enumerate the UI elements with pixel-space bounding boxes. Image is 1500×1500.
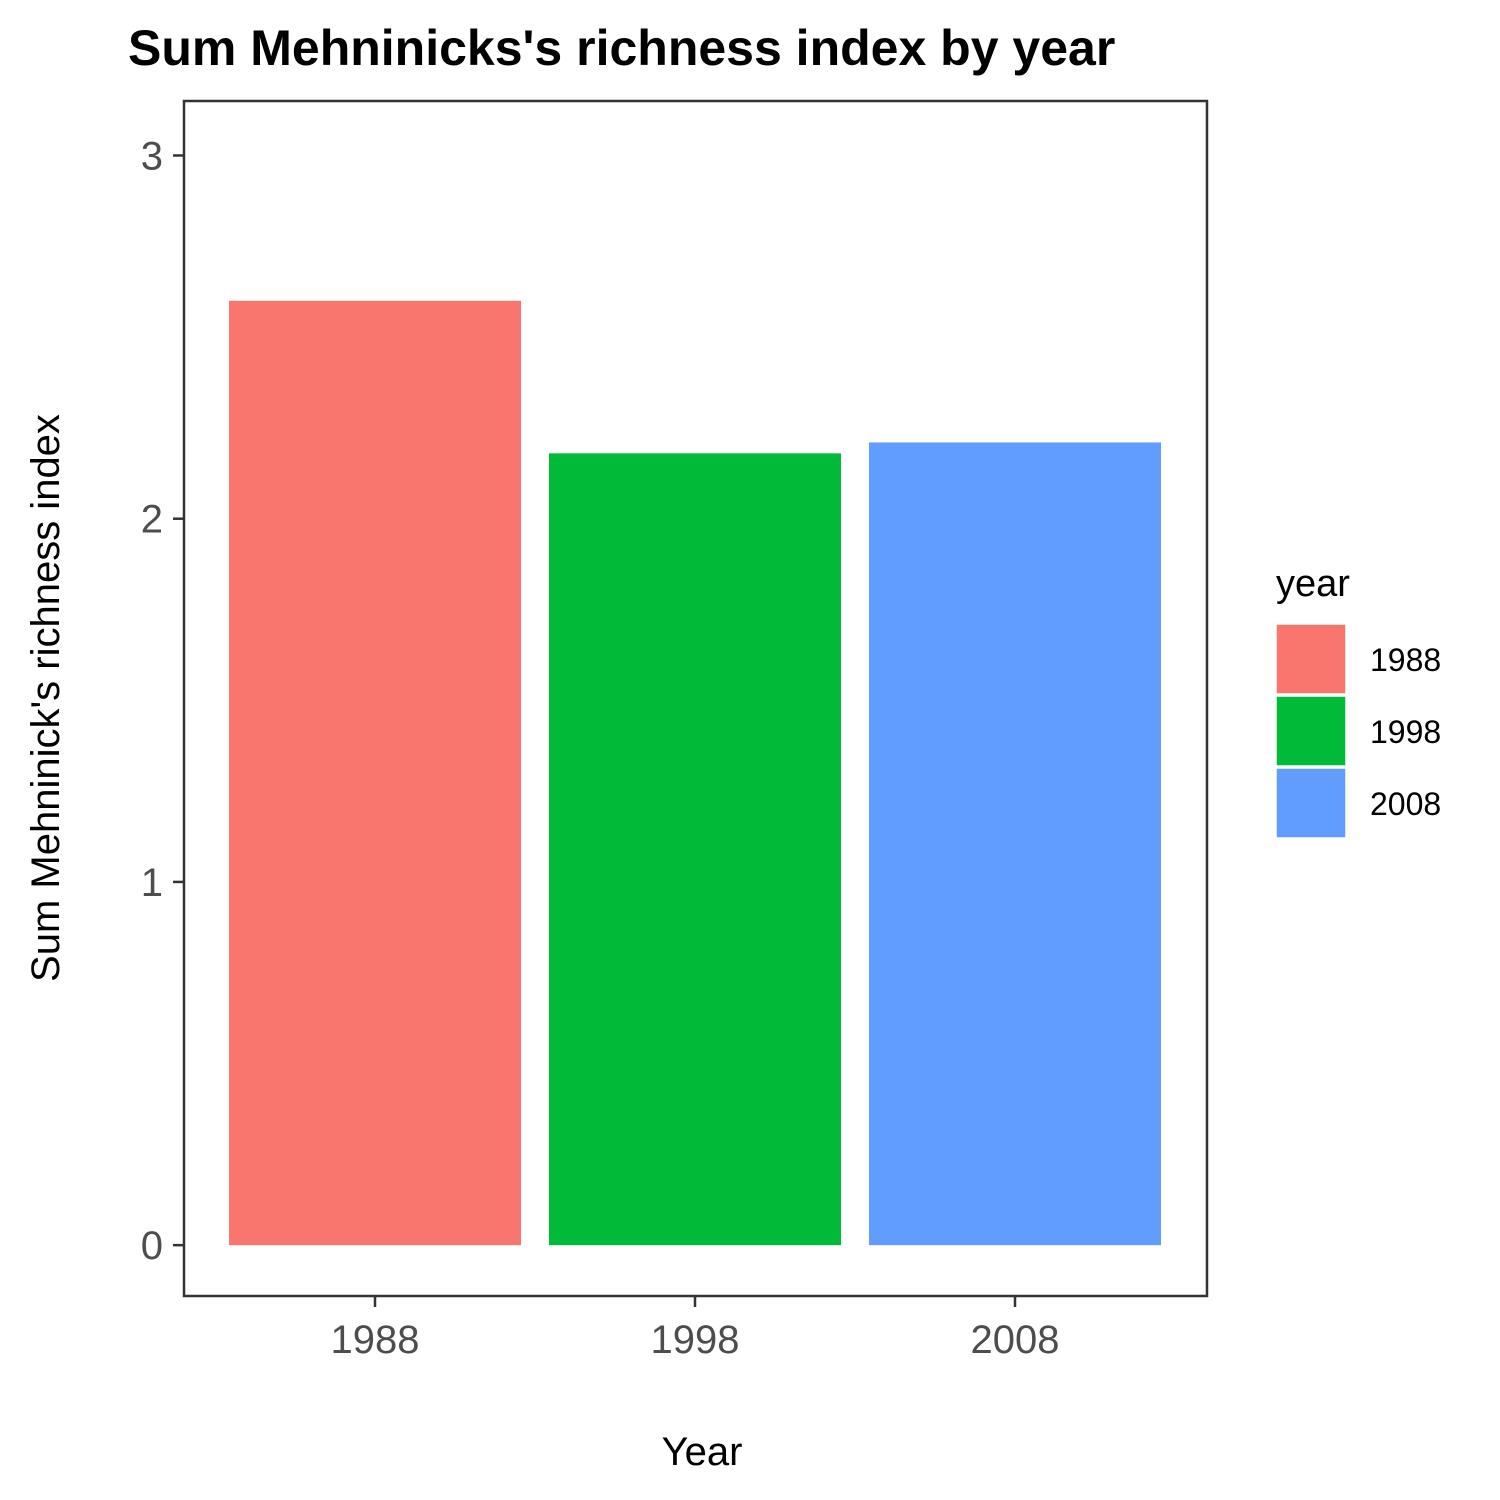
chart-title: Sum Mehninicks's richness index by year — [128, 20, 1115, 76]
legend-label: 1988 — [1370, 642, 1441, 678]
x-tick-label: 1988 — [331, 1318, 420, 1362]
legend-label: 1998 — [1370, 714, 1441, 750]
x-tick-label: 2008 — [971, 1318, 1060, 1362]
x-axis-title: Year — [662, 1430, 743, 1474]
bars-group — [229, 300, 1161, 1246]
y-axis: 0 1 2 3 — [141, 134, 184, 1268]
legend-key-2008 — [1275, 767, 1347, 839]
y-tick-label: 2 — [141, 498, 163, 542]
y-tick-label: 3 — [141, 134, 163, 178]
legend: year 1988 1998 2008 — [1275, 563, 1441, 839]
legend-key-1988 — [1275, 623, 1347, 695]
x-axis: 1988 1998 2008 — [331, 1296, 1060, 1362]
bar-2008 — [869, 442, 1161, 1246]
legend-title: year — [1276, 563, 1350, 605]
y-axis-title: Sum Mehninick's richness index — [24, 414, 68, 982]
legend-key-1998 — [1275, 695, 1347, 767]
legend-label: 2008 — [1370, 786, 1441, 822]
bar-1988 — [229, 300, 521, 1246]
y-tick-label: 1 — [141, 861, 163, 905]
x-tick-label: 1998 — [651, 1318, 740, 1362]
bar-1998 — [549, 453, 841, 1246]
y-tick-label: 0 — [141, 1224, 163, 1268]
